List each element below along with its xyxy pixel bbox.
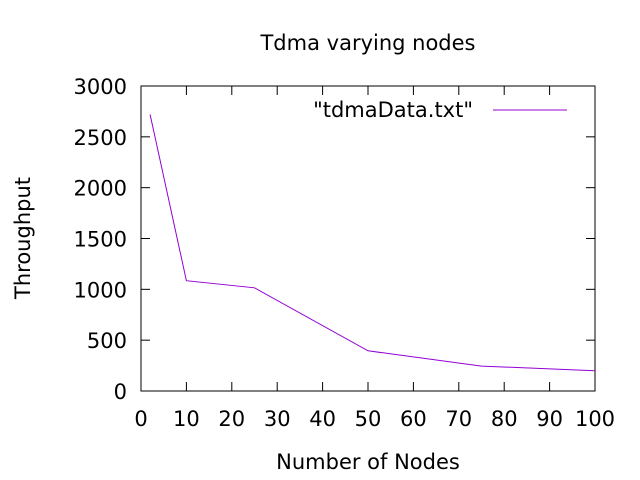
x-tick-label: 30 <box>264 407 291 431</box>
y-tick-label: 3000 <box>74 75 127 99</box>
y-tick-label: 500 <box>87 329 127 353</box>
x-tick-label: 60 <box>400 407 427 431</box>
series-layer <box>149 114 596 372</box>
x-axis-label: Number of Nodes <box>276 450 460 474</box>
y-tick-label: 2000 <box>74 177 127 201</box>
x-tick-label: 80 <box>491 407 518 431</box>
y-tick-label: 2500 <box>74 126 127 150</box>
y-axis-ticks: 0 500 1000 1500 2000 2500 3000 <box>74 75 595 404</box>
y-tick-label: 0 <box>114 380 127 404</box>
series-line <box>149 114 596 372</box>
x-tick-label: 50 <box>355 407 382 431</box>
x-tick-label: 100 <box>575 407 615 431</box>
x-axis-ticks: 0 10 20 30 40 50 60 70 80 90 100 <box>134 86 615 431</box>
legend: "tdmaData.txt" <box>313 98 567 122</box>
x-tick-label: 40 <box>309 407 336 431</box>
x-tick-label: 20 <box>218 407 245 431</box>
x-tick-label: 70 <box>445 407 472 431</box>
y-tick-label: 1000 <box>74 278 127 302</box>
legend-label: "tdmaData.txt" <box>313 98 473 122</box>
x-tick-label: 90 <box>536 407 563 431</box>
x-tick-label: 10 <box>173 407 200 431</box>
x-tick-label: 0 <box>134 407 147 431</box>
chart-title: Tdma varying nodes <box>259 31 475 55</box>
plot-area-border <box>140 85 596 392</box>
y-tick-label: 1500 <box>74 228 127 252</box>
y-axis-label: Throughput <box>11 177 35 300</box>
